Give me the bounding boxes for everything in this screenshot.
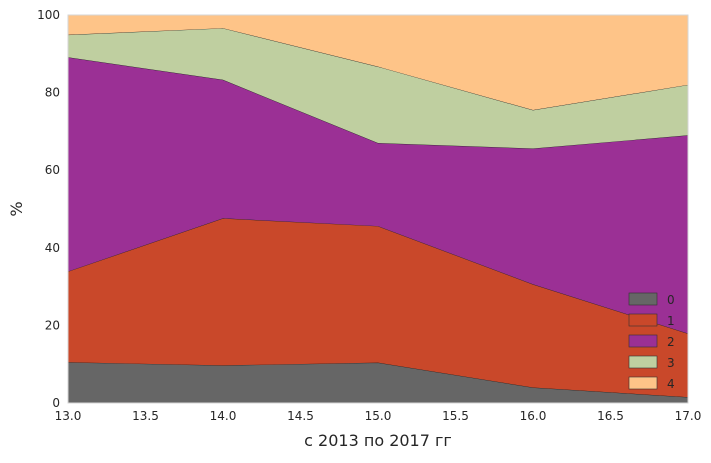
plot-frame <box>67 14 689 404</box>
y-tick-label: 60 <box>45 163 60 177</box>
legend-swatch-4 <box>628 376 658 390</box>
x-tick-label: 15.5 <box>442 409 469 423</box>
x-tick-label: 16.5 <box>597 409 624 423</box>
y-tick-label: 80 <box>45 86 60 100</box>
y-tick-label: 100 <box>37 8 60 22</box>
x-tick-label: 13.0 <box>55 409 82 423</box>
area-series-4 <box>68 15 688 111</box>
x-tick-label: 14.0 <box>210 409 237 423</box>
legend-label-4: 4 <box>667 377 675 391</box>
area-layers <box>67 14 689 403</box>
y-tick-label: 20 <box>45 318 60 332</box>
area-series-1 <box>68 218 688 398</box>
x-tick-label: 13.5 <box>132 409 159 423</box>
y-tick-label: 0 <box>52 396 60 410</box>
y-axis-label: % <box>7 201 26 216</box>
legend-label-1: 1 <box>667 314 675 328</box>
area-series-3 <box>68 28 688 149</box>
x-axis-ticks: 13.0 13.5 14.0 14.5 15.0 15.5 16.0 16.5 17.0 <box>55 409 702 423</box>
area-series-0 <box>68 362 688 403</box>
x-tick-label: 17.0 <box>675 409 702 423</box>
legend-swatch-0 <box>628 292 658 306</box>
legend-swatch-3 <box>628 355 658 369</box>
y-tick-label: 40 <box>45 241 60 255</box>
legend-swatch-1 <box>628 313 658 327</box>
legend-label-3: 3 <box>667 356 675 370</box>
legend-label-2: 2 <box>667 335 675 349</box>
y-axis-ticks: 0 20 40 60 80 100 <box>37 8 60 410</box>
legend-label-0: 0 <box>667 293 675 307</box>
x-tick-label: 15.0 <box>365 409 392 423</box>
x-tick-label: 16.0 <box>520 409 547 423</box>
x-axis-label: с 2013 по 2017 гг <box>304 431 452 450</box>
legend-swatch-2 <box>628 334 658 348</box>
x-tick-label: 14.5 <box>287 409 314 423</box>
area-series-2 <box>68 57 688 334</box>
legend: 0 1 2 3 4 <box>628 292 675 391</box>
